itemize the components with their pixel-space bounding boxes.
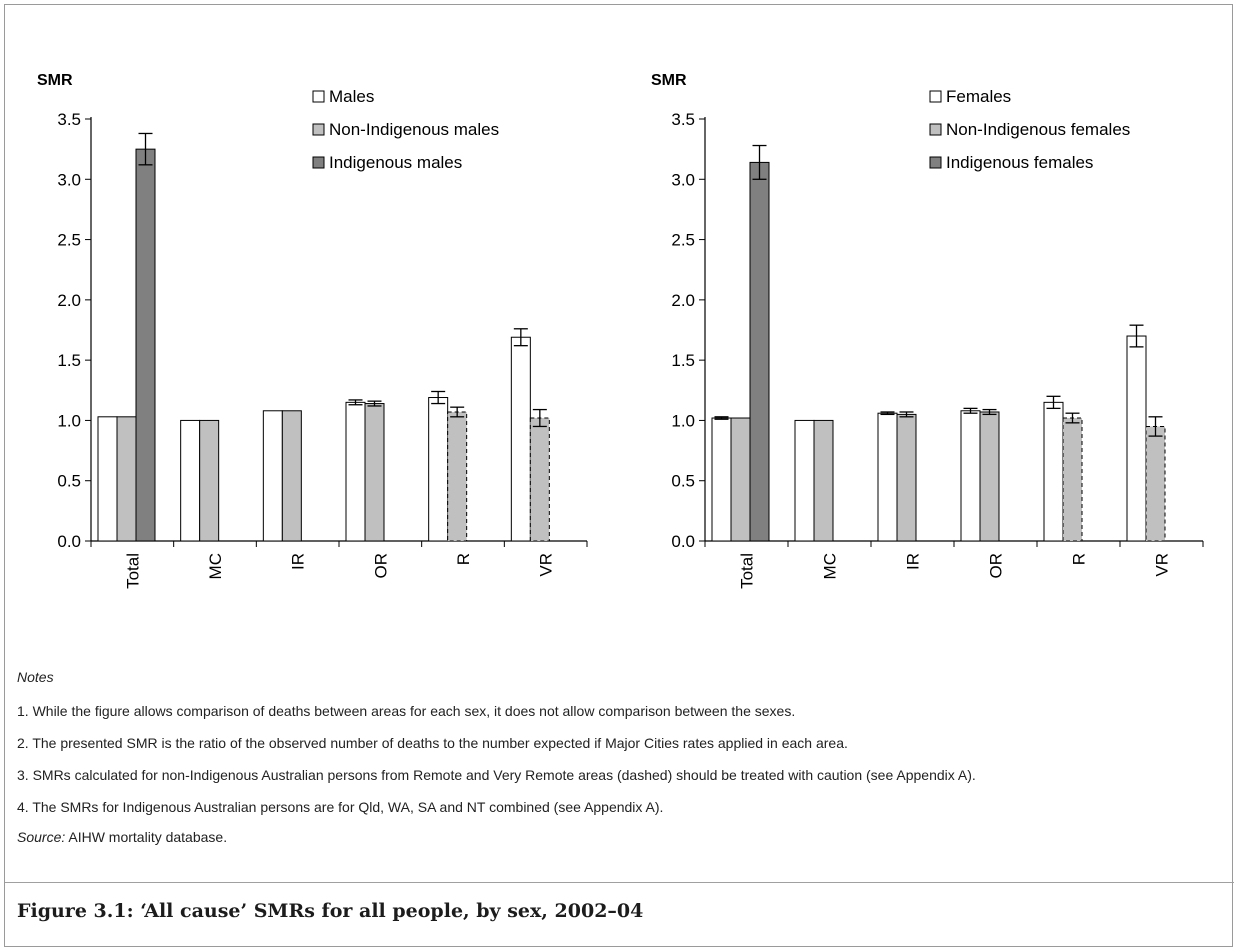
y-tick-label: 0.0 [57,532,81,551]
legend-swatch [929,90,942,103]
note-2: 2. The presented SMR is the ratio of the… [17,735,848,751]
y-tick-label: 0.0 [671,532,695,551]
y-tick-label: 3.5 [57,110,81,129]
bar-or-series-2 [364,403,385,542]
y-tick-label: 1.5 [671,351,695,370]
bar-total-series-2 [116,416,137,542]
x-tick-label: IR [289,553,308,570]
x-tick-label: IR [904,553,923,570]
caption-divider [5,882,1234,883]
bar-mc-series-2 [199,419,220,542]
bar-ir-series-2 [896,413,917,542]
bar-ir-series-2 [281,410,302,542]
bar-total-series-3 [749,161,770,542]
note-1: 1. While the figure allows comparison of… [17,703,796,719]
x-tick-label: MC [821,553,840,579]
bar-or-series-2 [979,411,1000,542]
source-label: Source: [17,829,66,845]
y-tick-label: 3.0 [57,170,81,189]
source-text: AIHW mortality database. [65,829,228,845]
y-tick-label: 2.5 [671,231,695,250]
legend-label: Indigenous males [329,153,462,172]
notes-heading: Notes [17,669,54,685]
legend-swatch [929,156,942,169]
bar-vr-series-2 [529,417,550,542]
bar-vr-series-1 [1126,335,1147,542]
y-axis-label: SMR [37,72,73,89]
legend-swatch [929,123,942,136]
bar-or-series-1 [960,410,981,542]
legend-label: Non-Indigenous females [946,120,1130,139]
x-tick-label: OR [371,553,390,579]
bar-r-series-1 [1043,401,1064,542]
x-tick-label: R [1070,553,1089,565]
bar-r-series-1 [428,397,449,542]
bar-mc-series-1 [794,419,815,542]
note-4: 4. The SMRs for Indigenous Australian pe… [17,799,664,815]
x-tick-label: Total [123,553,142,589]
notes-section: Notes 1. While the figure allows compari… [17,669,1212,845]
bar-vr-series-1 [510,336,531,542]
legend-swatch [312,156,325,169]
y-tick-label: 1.5 [57,351,81,370]
legend-label: Indigenous females [946,153,1093,172]
bar-ir-series-1 [877,412,898,542]
y-tick-label: 0.5 [57,472,81,491]
y-tick-label: 3.0 [671,170,695,189]
note-3: 3. SMRs calculated for non-Indigenous Au… [17,767,976,783]
legend-label: Non-Indigenous males [329,120,499,139]
y-tick-label: 1.0 [57,411,81,430]
x-tick-label: MC [206,553,225,579]
figure-frame: SMR 0.0 0.5 1.0 1.5 2.0 2.5 3.0 3.5 Total MC IR OR R V… [4,4,1234,947]
y-tick-label: 2.0 [57,291,81,310]
bar-or-series-1 [345,401,366,542]
chart-females: SMR 0.0 0.5 1.0 1.5 2.0 2.5 3.0 3.5 Total MC IR OR R V… [651,72,1204,589]
y-tick-label: 2.5 [57,231,81,250]
x-tick-label: Total [738,553,757,589]
legend-swatch [312,123,325,136]
x-tick-label: OR [987,553,1006,579]
source-line: Source: AIHW mortality database. [17,829,1212,845]
y-tick-label: 3.5 [671,110,695,129]
bar-r-series-2 [1062,417,1083,542]
bar-ir-series-1 [262,410,283,542]
bar-total-series-3 [135,148,156,542]
bar-total-series-1 [97,416,118,542]
legend-label: Males [329,87,374,106]
bar-vr-series-2 [1145,425,1166,542]
bar-total-series-2 [730,417,751,542]
x-tick-label: VR [537,553,556,577]
y-tick-label: 1.0 [671,411,695,430]
bar-total-series-1 [711,417,732,542]
y-tick-label: 2.0 [671,291,695,310]
bar-r-series-2 [447,411,468,542]
legend-swatch [312,90,325,103]
chart-males: SMR 0.0 0.5 1.0 1.5 2.0 2.5 3.0 3.5 Total MC IR OR R V… [37,72,588,589]
legend-label: Females [946,87,1011,106]
figure-caption: Figure 3.1: ‘All cause’ SMRs for all peo… [17,900,644,922]
x-tick-label: VR [1153,553,1172,577]
bar-mc-series-1 [180,419,201,542]
x-tick-label: R [454,553,473,565]
y-axis-label: SMR [651,72,687,89]
y-tick-label: 0.5 [671,472,695,491]
bar-mc-series-2 [813,419,834,542]
